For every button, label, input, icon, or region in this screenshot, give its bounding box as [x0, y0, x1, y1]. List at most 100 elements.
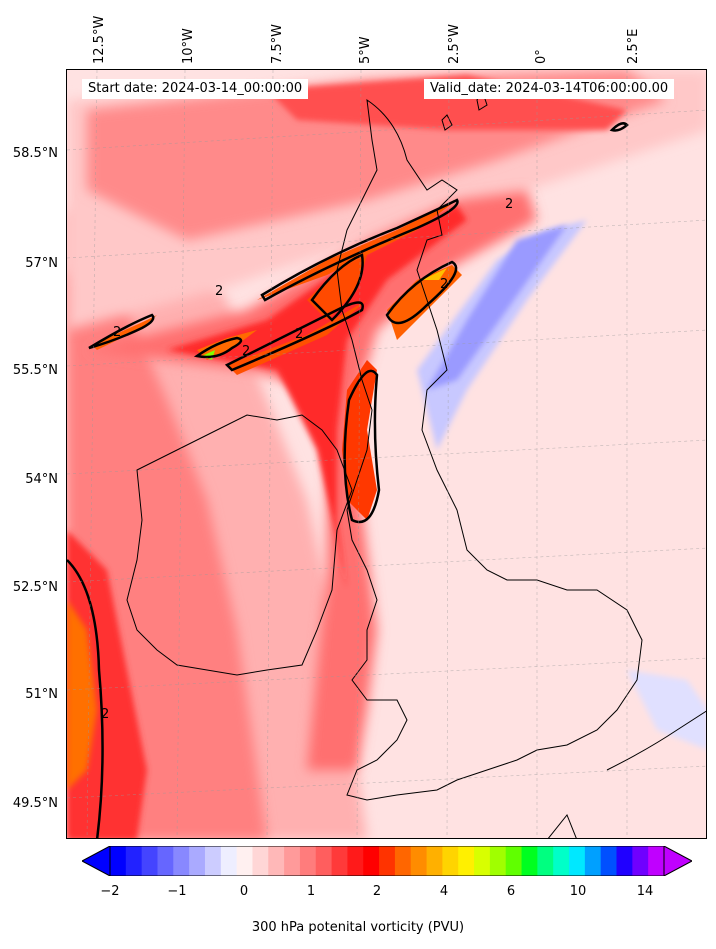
start-date-label: Start date: 2024-03-14_00:00:00: [82, 79, 309, 99]
colorbar-tick: 2: [372, 884, 382, 899]
colorbar-tick: −2: [100, 884, 120, 899]
pv-contour: [385, 260, 458, 325]
colorbar-cell: [236, 846, 254, 876]
valid-date-label: Valid_date: 2024-03-14T06:00:00.00: [424, 79, 675, 99]
lat-label: 49.5°N: [12, 796, 58, 811]
contour-labels: 2 2 2 2 2 2 2: [101, 197, 513, 722]
pv-contour: [310, 253, 364, 322]
graticule-line: [67, 109, 706, 151]
lon-label: 12.5°W: [92, 15, 107, 64]
colorbar-cell: [584, 846, 602, 876]
colorbar-cell: [125, 846, 143, 876]
colorbar-cell: [284, 846, 301, 876]
colorbar-cell: [505, 846, 523, 876]
colorbar-cell: [489, 846, 507, 876]
colorbar-cell: [268, 846, 285, 876]
colorbar-cells: [110, 846, 665, 876]
lat-label: 52.5°N: [12, 580, 58, 595]
lat-label: 58.5°N: [12, 146, 58, 161]
colorbar-cell: [600, 846, 618, 876]
graticule-line: [67, 219, 706, 259]
pv-negative-streak: [417, 220, 587, 450]
colorbar-cell: [474, 846, 491, 876]
lat-label: 51°N: [25, 687, 58, 702]
lon-label: 10°W: [181, 28, 196, 64]
colorbar-cell: [632, 846, 649, 876]
colorbar-cell: [379, 846, 396, 876]
contour-label: 2: [215, 284, 223, 299]
ireland-coastline: [126, 414, 353, 676]
pv-contour: [193, 336, 243, 359]
graticule-line: [67, 329, 706, 367]
colorbar-cell: [426, 846, 443, 876]
lat-label: 57°N: [25, 256, 58, 271]
colorbar-cell: [458, 846, 475, 876]
pv-contour: [88, 313, 155, 350]
contour-label: 2: [505, 197, 513, 212]
colorbar-cell: [157, 846, 174, 876]
colorbar-cell: [616, 846, 633, 876]
pv-negative-southeast: [627, 670, 706, 750]
colorbar-tick: 10: [569, 884, 587, 899]
colorbar-cell: [442, 846, 459, 876]
pv-region-west-max: [67, 600, 97, 790]
colorbar-cell: [220, 846, 238, 876]
colorbar-cell: [331, 846, 349, 876]
colorbar-frame: [109, 846, 665, 876]
lon-label: 5°W: [358, 36, 373, 64]
colorbar-cell: [521, 846, 538, 876]
coastlines: [126, 88, 706, 838]
pv-field: 2 2 2 2 2 2 2: [67, 70, 706, 838]
colorbar-label: 300 hPa potenital vorticity (PVU): [251, 920, 465, 935]
pv-jet-core: [167, 205, 467, 590]
colorbar-under-arrow: [82, 846, 111, 876]
colorbar-cell: [648, 846, 665, 876]
pv-contour: [343, 369, 381, 524]
lat-label: 55.5°N: [12, 363, 58, 378]
graticule-line: [356, 70, 362, 838]
contour-label: 2: [440, 277, 448, 292]
lon-label: 7.5°W: [270, 23, 285, 64]
colorbar-cell: [204, 846, 222, 876]
pv-filament: [257, 200, 457, 300]
france-coastline: [606, 710, 706, 771]
lon-label: 2.5°W: [447, 23, 462, 64]
pv-contour: [67, 559, 104, 838]
colorbar-cell: [110, 846, 127, 876]
pv-negative-core: [427, 225, 567, 390]
colorbar-cell: [394, 846, 412, 876]
great-britain-coastline: [336, 98, 643, 801]
colorbar-cell: [553, 846, 570, 876]
graticule-line: [67, 765, 706, 799]
graticule: [67, 70, 706, 838]
colorbar-tick: −1: [167, 884, 187, 899]
pv-contour: [260, 198, 459, 302]
colorbar-cell: [363, 846, 380, 876]
colorbar-cell: [537, 846, 554, 876]
colorbar-cell: [189, 846, 206, 876]
colorbar-tick: 4: [439, 884, 449, 899]
pv-filament-max: [422, 268, 447, 280]
lon-label: 0°: [534, 49, 549, 64]
lat-label: 54°N: [25, 472, 58, 487]
graticule-line: [176, 70, 186, 838]
colorbar-tick: 6: [506, 884, 516, 899]
pv-map: 2 2 2 2 2 2 2: [66, 69, 707, 839]
colorbar-cell: [569, 846, 586, 876]
colorbar-cell: [141, 846, 159, 876]
orkney-coastline: [441, 114, 453, 131]
contour-label: 2: [295, 327, 303, 342]
pv-2-contours: [67, 122, 629, 838]
colorbar-cell: [252, 846, 269, 876]
graticule-line: [86, 70, 98, 838]
graticule-line: [266, 70, 274, 838]
colorbar: [82, 846, 692, 876]
lon-label: 2.5°E: [626, 28, 641, 64]
colorbar-over-arrow: [663, 846, 692, 876]
contour-label: 2: [242, 344, 250, 359]
colorbar-cell: [347, 846, 364, 876]
pv-filament: [307, 255, 367, 320]
colorbar-tick: 14: [636, 884, 654, 899]
graticule-line: [67, 439, 706, 475]
pv-band-north-core: [267, 75, 627, 130]
